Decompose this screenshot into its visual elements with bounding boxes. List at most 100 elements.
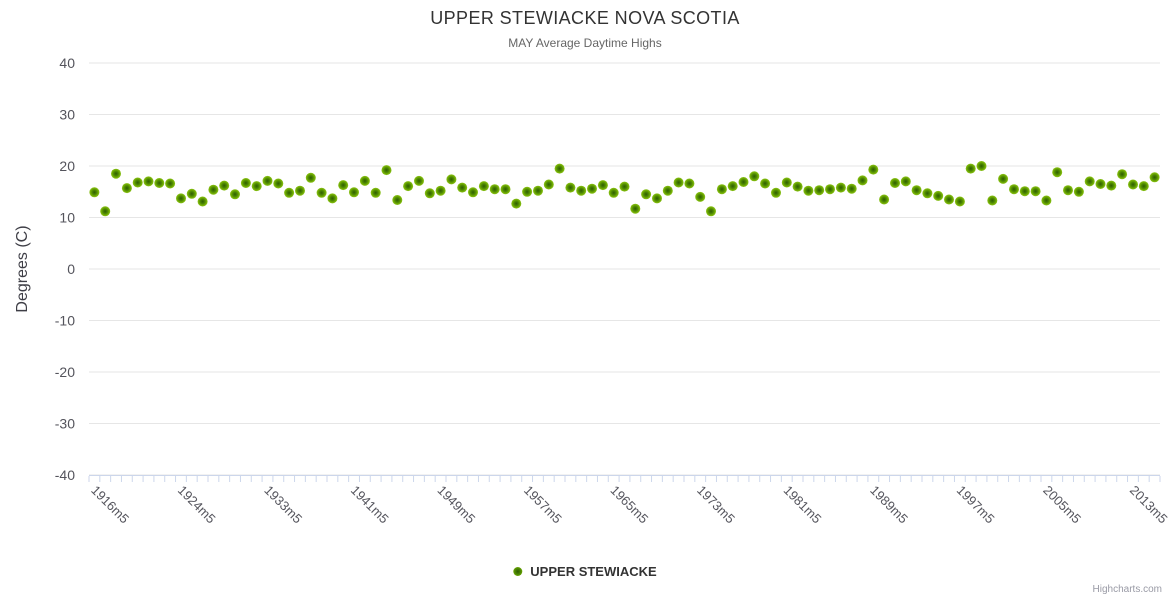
data-point[interactable] bbox=[1019, 186, 1030, 197]
data-point[interactable] bbox=[89, 187, 100, 198]
data-point[interactable] bbox=[1128, 179, 1138, 190]
data-point[interactable] bbox=[457, 182, 468, 193]
data-point[interactable] bbox=[533, 185, 543, 196]
data-point[interactable] bbox=[197, 196, 208, 207]
data-point[interactable] bbox=[208, 184, 219, 195]
data-point[interactable] bbox=[987, 195, 998, 206]
data-point[interactable] bbox=[251, 181, 262, 192]
data-point[interactable] bbox=[295, 185, 305, 196]
data-point[interactable] bbox=[424, 188, 435, 199]
data-point[interactable] bbox=[370, 187, 381, 198]
data-point[interactable] bbox=[727, 181, 738, 192]
data-point[interactable] bbox=[1041, 195, 1052, 206]
data-point[interactable] bbox=[825, 184, 835, 195]
data-point[interactable] bbox=[121, 183, 132, 194]
data-point[interactable] bbox=[154, 178, 165, 188]
data-point[interactable] bbox=[522, 186, 533, 197]
data-point[interactable] bbox=[933, 190, 944, 201]
data-point[interactable] bbox=[738, 177, 749, 187]
data-point[interactable] bbox=[716, 184, 727, 195]
data-point[interactable] bbox=[414, 175, 424, 186]
data-point[interactable] bbox=[359, 175, 370, 186]
data-point[interactable] bbox=[597, 180, 608, 191]
data-point[interactable] bbox=[403, 181, 414, 192]
data-point[interactable] bbox=[392, 195, 403, 205]
data-point[interactable] bbox=[500, 184, 511, 195]
data-point[interactable] bbox=[284, 187, 295, 198]
data-point[interactable] bbox=[143, 176, 154, 187]
data-point[interactable] bbox=[543, 179, 554, 190]
data-point[interactable] bbox=[695, 191, 706, 202]
data-point[interactable] bbox=[792, 181, 803, 192]
data-point[interactable] bbox=[652, 193, 662, 204]
data-point[interactable] bbox=[349, 187, 359, 198]
data-point[interactable] bbox=[954, 196, 965, 207]
data-point[interactable] bbox=[305, 172, 316, 183]
data-point[interactable] bbox=[760, 178, 771, 189]
data-point[interactable] bbox=[619, 181, 630, 192]
data-point[interactable] bbox=[922, 188, 933, 199]
data-point[interactable] bbox=[468, 187, 478, 198]
data-point[interactable] bbox=[338, 180, 349, 191]
data-point[interactable] bbox=[511, 198, 522, 209]
data-point[interactable] bbox=[814, 185, 825, 196]
legend-item-upper-stewiacke[interactable]: UPPER STEWIACKE bbox=[513, 564, 657, 579]
data-point[interactable] bbox=[900, 176, 911, 187]
data-point[interactable] bbox=[1117, 169, 1128, 180]
data-point[interactable] bbox=[998, 173, 1009, 184]
highcharts-credit[interactable]: Highcharts.com bbox=[1092, 584, 1162, 595]
data-point[interactable] bbox=[240, 178, 251, 188]
data-point[interactable] bbox=[608, 187, 619, 198]
data-point[interactable] bbox=[879, 194, 890, 205]
data-point[interactable] bbox=[706, 206, 716, 217]
data-point[interactable] bbox=[165, 178, 176, 189]
data-point[interactable] bbox=[835, 182, 846, 193]
data-point[interactable] bbox=[781, 177, 792, 188]
data-point[interactable] bbox=[857, 175, 868, 186]
data-point[interactable] bbox=[219, 180, 230, 191]
data-point[interactable] bbox=[890, 178, 900, 188]
data-point[interactable] bbox=[435, 185, 446, 196]
data-point[interactable] bbox=[316, 187, 327, 198]
data-point[interactable] bbox=[1084, 176, 1095, 187]
data-point[interactable] bbox=[1030, 186, 1041, 197]
data-point[interactable] bbox=[111, 168, 121, 179]
data-point[interactable] bbox=[803, 185, 814, 196]
data-point[interactable] bbox=[749, 171, 760, 182]
data-point[interactable] bbox=[554, 163, 565, 174]
data-point[interactable] bbox=[587, 183, 597, 194]
data-point[interactable] bbox=[489, 184, 500, 195]
data-point[interactable] bbox=[132, 177, 143, 188]
data-point[interactable] bbox=[1052, 167, 1063, 178]
data-point[interactable] bbox=[565, 182, 576, 193]
data-point[interactable] bbox=[846, 183, 857, 194]
data-point[interactable] bbox=[630, 203, 641, 214]
data-point[interactable] bbox=[1138, 181, 1149, 192]
data-point[interactable] bbox=[965, 163, 976, 174]
data-point[interactable] bbox=[230, 189, 240, 200]
data-point[interactable] bbox=[911, 185, 922, 196]
data-point[interactable] bbox=[1073, 186, 1084, 197]
data-point[interactable] bbox=[273, 178, 284, 189]
data-point[interactable] bbox=[100, 206, 111, 217]
data-point[interactable] bbox=[1106, 180, 1117, 191]
data-point[interactable] bbox=[446, 174, 457, 185]
data-point[interactable] bbox=[1149, 172, 1160, 183]
data-point[interactable] bbox=[684, 178, 695, 189]
data-point[interactable] bbox=[478, 181, 489, 192]
data-point[interactable] bbox=[381, 165, 392, 176]
data-point[interactable] bbox=[944, 194, 954, 205]
data-point[interactable] bbox=[673, 177, 684, 188]
data-point[interactable] bbox=[576, 185, 587, 196]
data-point[interactable] bbox=[262, 175, 273, 186]
data-point[interactable] bbox=[662, 185, 673, 196]
data-point[interactable] bbox=[868, 164, 879, 175]
data-point[interactable] bbox=[641, 189, 652, 200]
data-point[interactable] bbox=[176, 193, 186, 204]
data-point[interactable] bbox=[1009, 184, 1019, 195]
data-point[interactable] bbox=[186, 188, 197, 199]
data-point[interactable] bbox=[976, 161, 987, 171]
data-point[interactable] bbox=[327, 193, 338, 204]
data-point[interactable] bbox=[771, 187, 781, 198]
data-point[interactable] bbox=[1095, 179, 1106, 189]
